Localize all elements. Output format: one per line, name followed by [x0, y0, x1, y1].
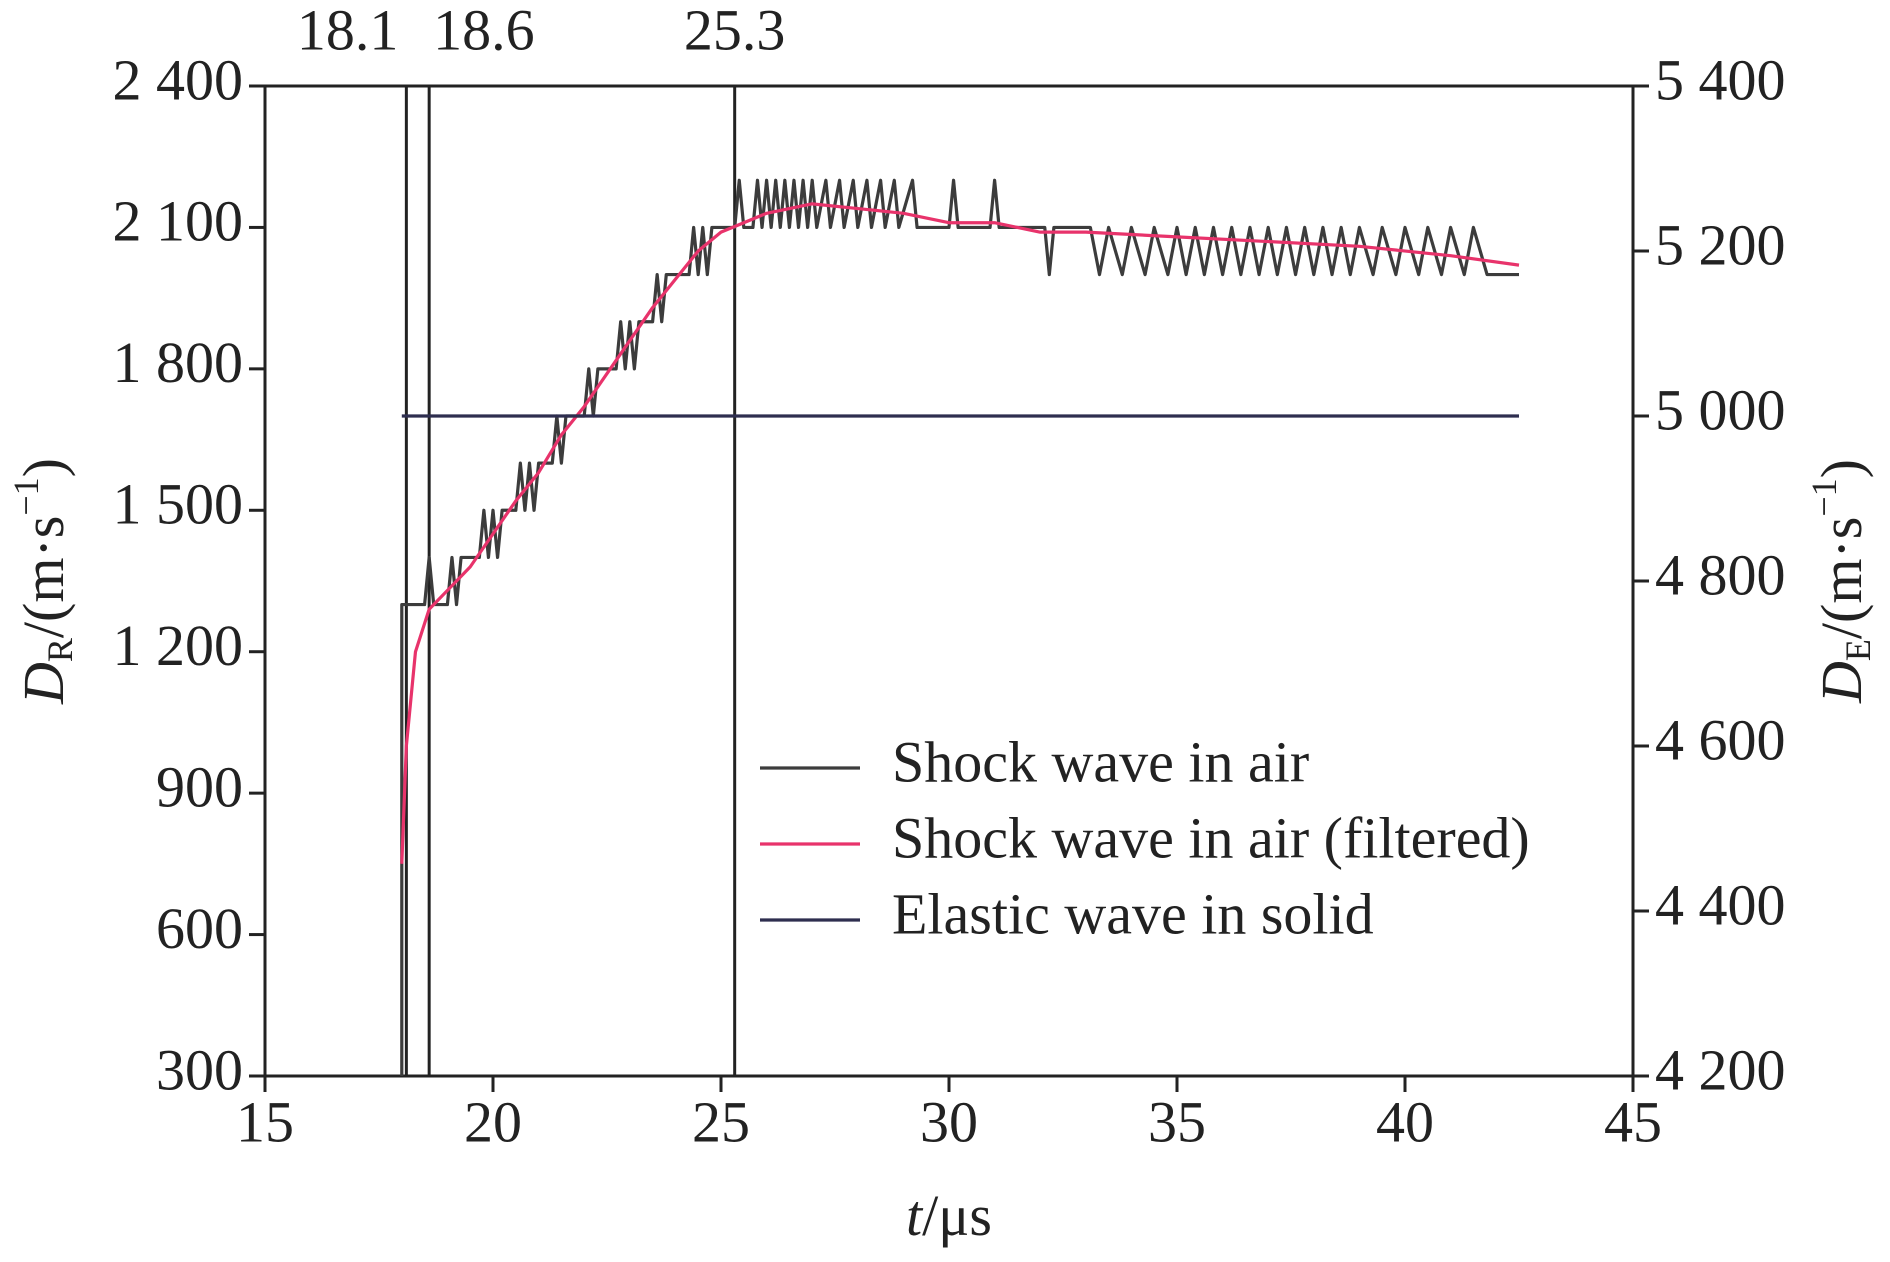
y2-axis-title-part: −1: [1804, 478, 1844, 516]
x-tick-label: 20: [464, 1089, 522, 1154]
x-tick-label: 25: [692, 1089, 750, 1154]
y-axis-title-part: ): [11, 458, 76, 477]
y-tick-label: 1 500: [113, 472, 244, 537]
y2-tick-label: 5 000: [1655, 377, 1786, 442]
y2-tick-label: 5 200: [1655, 212, 1786, 277]
y-axis-title-part: −1: [6, 477, 46, 515]
legend-label: Shock wave in air (filtered): [892, 805, 1530, 870]
y-tick-label: 900: [156, 754, 243, 819]
y2-axis-title: DE/(m·s−1): [1804, 459, 1878, 704]
y2-tick-label: 4 800: [1655, 542, 1786, 607]
x-tick-label: 45: [1604, 1089, 1662, 1154]
x-tick-label: 40: [1376, 1089, 1434, 1154]
x-tick-label: 15: [236, 1089, 294, 1154]
series-line: [400, 178, 1519, 1076]
marker-label: 25.3: [684, 0, 786, 62]
y2-axis-title-part: ): [1809, 459, 1874, 478]
y2-tick-label: 4 200: [1655, 1037, 1786, 1102]
y-tick-label: 1 800: [113, 330, 244, 395]
legend-label: Shock wave in air: [892, 729, 1309, 794]
y2-axis-title-part: D: [1809, 661, 1874, 704]
y-axis-title: DR/(m·s−1): [6, 458, 80, 705]
y-tick-label: 2 100: [113, 189, 244, 254]
series-line: [400, 202, 1520, 864]
y2-tick-label: 5 400: [1655, 47, 1786, 112]
x-axis-title: t/μs: [906, 1183, 992, 1248]
x-axis-title-part: t: [906, 1183, 924, 1248]
y-tick-label: 1 200: [113, 613, 244, 678]
legend-label: Elastic wave in solid: [892, 881, 1374, 946]
y-axis-title-part: /(m·s: [11, 516, 76, 638]
y2-tick-label: 4 400: [1655, 872, 1786, 937]
marker-label: 18.1: [297, 0, 399, 62]
y2-axis-title-part: /(m·s: [1809, 517, 1874, 639]
y-tick-label: 300: [156, 1037, 243, 1102]
y2-axis-title-part: E: [1838, 639, 1878, 661]
y-axis-title-part: D: [11, 662, 76, 705]
x-tick-label: 35: [1148, 1089, 1206, 1154]
x-tick-label: 30: [920, 1089, 978, 1154]
y-tick-label: 600: [156, 896, 243, 961]
marker-label: 18.6: [433, 0, 535, 62]
y-tick-label: 2 400: [113, 47, 244, 112]
y-axis-title-part: R: [40, 638, 80, 662]
x-axis-title-part: /μs: [922, 1183, 992, 1248]
y2-tick-label: 4 600: [1655, 707, 1786, 772]
